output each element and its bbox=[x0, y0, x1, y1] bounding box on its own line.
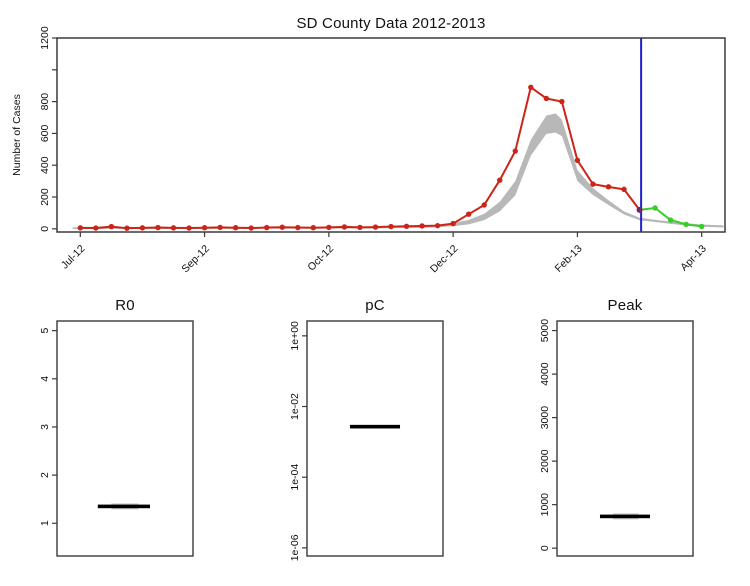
posterior-panels-plot: 1 2 3 4 5 1e+00 1e-02 1e-04 1e-06 0 1000 2000 3000 40… bbox=[39, 319, 694, 561]
svg-text:1200: 1200 bbox=[39, 26, 51, 50]
svg-text:2: 2 bbox=[39, 472, 51, 478]
svg-text:3000: 3000 bbox=[539, 406, 551, 430]
svg-text:0: 0 bbox=[539, 545, 551, 551]
timeseries-title: SD County Data 2012-2013 bbox=[296, 15, 486, 32]
svg-text:200: 200 bbox=[39, 188, 51, 206]
pc-panel: 1e+00 1e-02 1e-04 1e-06 bbox=[289, 320, 444, 561]
posterior-median-bar bbox=[349, 424, 401, 429]
svg-text:Oct-12: Oct-12 bbox=[305, 243, 336, 274]
observed-cases-series bbox=[77, 84, 643, 231]
svg-text:0: 0 bbox=[39, 226, 51, 232]
svg-text:1e-06: 1e-06 bbox=[289, 534, 301, 561]
last-observed-point bbox=[636, 206, 643, 213]
svg-text:1e+00: 1e+00 bbox=[289, 321, 301, 351]
svg-text:Jul-12: Jul-12 bbox=[59, 243, 88, 272]
posterior-median-bar bbox=[599, 514, 651, 519]
svg-text:4: 4 bbox=[39, 376, 51, 382]
pc-panel-title: pC bbox=[365, 297, 385, 314]
svg-text:800: 800 bbox=[39, 93, 51, 111]
posterior-median-bar bbox=[97, 504, 151, 509]
forecast-cases-series bbox=[636, 205, 705, 230]
svg-text:5000: 5000 bbox=[539, 319, 551, 343]
svg-text:400: 400 bbox=[39, 156, 51, 174]
model-fit-band bbox=[72, 113, 724, 229]
svg-text:Dec-12: Dec-12 bbox=[428, 243, 461, 276]
svg-text:4000: 4000 bbox=[539, 362, 551, 386]
svg-text:Sep-12: Sep-12 bbox=[179, 243, 212, 276]
svg-text:2000: 2000 bbox=[539, 449, 551, 473]
r0-panel-title: R0 bbox=[115, 297, 135, 314]
r0-panel: 1 2 3 4 5 bbox=[39, 320, 194, 557]
svg-text:Apr-13: Apr-13 bbox=[678, 243, 709, 274]
svg-text:1e-04: 1e-04 bbox=[289, 464, 301, 491]
peak-panel-title: Peak bbox=[607, 297, 643, 314]
timeseries-plot: 0 200 400 600 800 1200 Jul-12 Sep-12 Oct-12 Dec-1… bbox=[39, 26, 726, 276]
svg-text:600: 600 bbox=[39, 124, 51, 142]
svg-text:3: 3 bbox=[39, 424, 51, 430]
svg-text:1e-02: 1e-02 bbox=[289, 393, 301, 420]
svg-text:1000: 1000 bbox=[539, 493, 551, 517]
timeseries-axes: 0 200 400 600 800 1200 Jul-12 Sep-12 Oct-12 Dec-1… bbox=[39, 26, 726, 276]
svg-text:1: 1 bbox=[39, 520, 51, 526]
svg-text:Feb-13: Feb-13 bbox=[553, 243, 585, 275]
peak-panel: 0 1000 2000 3000 4000 5000 bbox=[539, 319, 694, 557]
svg-text:5: 5 bbox=[39, 328, 51, 334]
